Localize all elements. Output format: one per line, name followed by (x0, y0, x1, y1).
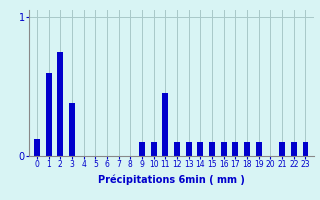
Bar (256, 142, 262, 156)
Bar (69, 103, 75, 156)
Bar (151, 142, 156, 156)
Bar (197, 142, 203, 156)
Bar (174, 142, 180, 156)
Bar (186, 142, 192, 156)
Bar (57, 52, 63, 156)
Bar (209, 142, 215, 156)
Bar (221, 142, 227, 156)
Bar (302, 142, 308, 156)
Bar (244, 142, 250, 156)
X-axis label: Précipitations 6min ( mm ): Précipitations 6min ( mm ) (98, 175, 244, 185)
Bar (279, 142, 285, 156)
Bar (163, 93, 168, 156)
Bar (232, 142, 238, 156)
Bar (291, 142, 297, 156)
Bar (139, 142, 145, 156)
Bar (46, 73, 52, 156)
Bar (34, 139, 40, 156)
